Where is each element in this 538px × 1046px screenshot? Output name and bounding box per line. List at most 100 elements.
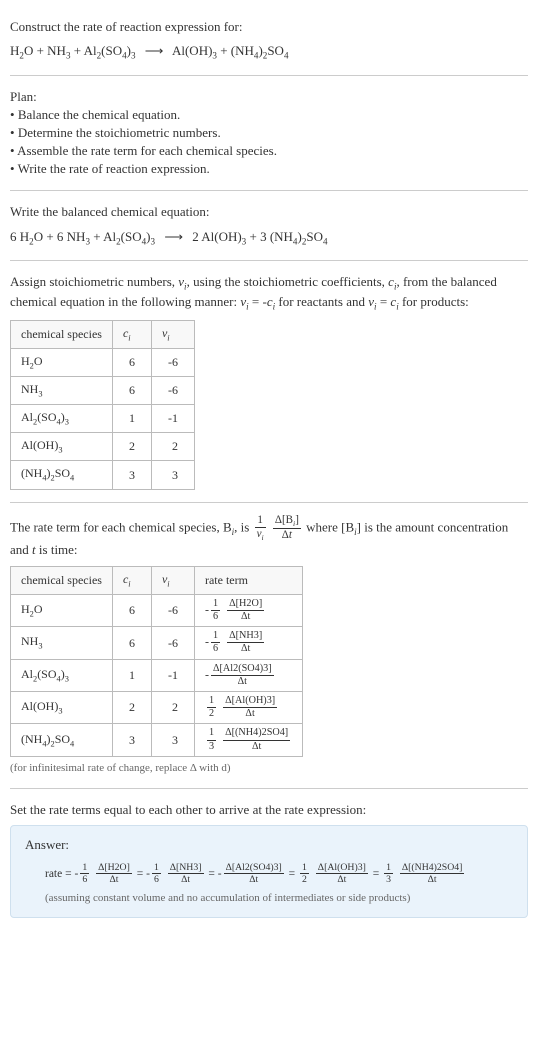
col-header: νi [151, 320, 194, 348]
divider [10, 788, 528, 789]
sign: - [218, 868, 222, 880]
c-cell: 1 [112, 659, 151, 691]
table-row: H2O6-6 [11, 348, 195, 376]
v-cell: -6 [151, 348, 194, 376]
col-header: rate term [194, 566, 302, 594]
c-cell: 6 [112, 627, 151, 659]
col-header: chemical species [11, 320, 113, 348]
answer-box: Answer: rate = -16 Δ[H2O]Δt = -16 Δ[NH3]… [10, 825, 528, 917]
plan-step: Assemble the rate term for each chemical… [10, 142, 528, 160]
rate-cell: 13 Δ[(NH4)2SO4]Δt [194, 724, 302, 756]
balanced-label: Write the balanced chemical equation: [10, 203, 528, 221]
c-cell: 6 [112, 594, 151, 626]
v-cell: 2 [151, 433, 194, 461]
rateterm-intro: The rate term for each chemical species,… [10, 515, 528, 560]
species-cell: NH3 [11, 627, 113, 659]
unbalanced-equation: H2O + NH3 + Al2(SO4)3 ⟶ Al(OH)3 + (NH4)2… [10, 42, 528, 62]
rate-expression: rate = -16 Δ[H2O]Δt = -16 Δ[NH3]Δt = -Δ[… [25, 863, 513, 886]
table-row: NH3 6 -6 -16 Δ[NH3]Δt [11, 627, 303, 659]
rateterm-footnote: (for infinitesimal rate of change, repla… [10, 761, 528, 776]
v-cell: -6 [151, 627, 194, 659]
sign: - [205, 667, 209, 681]
table-row: NH36-6 [11, 376, 195, 404]
plan-block: Plan: Balance the chemical equation. Det… [10, 80, 528, 187]
species-cell: Al(OH)3 [11, 692, 113, 724]
stoich-intro: Assign stoichiometric numbers, νi, using… [10, 273, 528, 314]
species-cell: (NH4)2SO4 [11, 461, 113, 489]
rate-prefix: rate = [45, 868, 74, 880]
coeff: 6 [10, 229, 17, 244]
arrow-icon: ⟶ [164, 228, 183, 246]
v-cell: -1 [151, 659, 194, 691]
fraction: Δ[Bi]Δt [273, 515, 301, 542]
sign: - [74, 868, 78, 880]
plan-step: Determine the stoichiometric numbers. [10, 124, 528, 142]
rateterm-block: The rate term for each chemical species,… [10, 507, 528, 785]
species-cell: Al2(SO4)3 [11, 405, 113, 433]
plan-list: Balance the chemical equation. Determine… [10, 106, 528, 179]
arrow-icon: ⟶ [145, 42, 164, 60]
text: , using the stoichiometric coefficients, [187, 274, 389, 289]
rate-cell: -Δ[Al2(SO4)3]Δt [194, 659, 302, 691]
table-row: Al(OH)322 [11, 433, 195, 461]
species-cell: Al2(SO4)3 [11, 659, 113, 691]
species-cell: H2O [11, 348, 113, 376]
fraction: 1νi [255, 515, 266, 542]
text: Assign stoichiometric numbers, [10, 274, 178, 289]
rate-cell: -16 Δ[NH3]Δt [194, 627, 302, 659]
v-cell: 2 [151, 692, 194, 724]
c-cell: 6 [112, 348, 151, 376]
table-row: (NH4)2SO433 [11, 461, 195, 489]
divider [10, 502, 528, 503]
sign: - [205, 635, 209, 649]
table-row: (NH4)2SO4 3 3 13 Δ[(NH4)2SO4]Δt [11, 724, 303, 756]
col-header: chemical species [11, 566, 113, 594]
question-prompt: Construct the rate of reaction expressio… [10, 18, 528, 36]
text: , is [234, 519, 252, 534]
species-cell: H2O [11, 594, 113, 626]
rateterm-table: chemical species ci νi rate term H2O 6 -… [10, 566, 303, 757]
v-cell: -1 [151, 405, 194, 433]
text: for products: [399, 294, 469, 309]
rate-cell: -16 Δ[H2O]Δt [194, 594, 302, 626]
table-row: Al(OH)3 2 2 12 Δ[Al(OH)3]Δt [11, 692, 303, 724]
balanced-equation: 6 H2O + 6 NH3 + Al2(SO4)3 ⟶ 2 Al(OH)3 + … [10, 228, 528, 248]
sign: - [205, 602, 209, 616]
answer-title: Answer: [25, 836, 513, 854]
divider [10, 260, 528, 261]
coeff: 2 [192, 229, 199, 244]
table-row: Al2(SO4)3 1 -1 -Δ[Al2(SO4)3]Δt [11, 659, 303, 691]
v-cell: 3 [151, 724, 194, 756]
rate-cell: 12 Δ[Al(OH)3]Δt [194, 692, 302, 724]
table-header-row: chemical species ci νi [11, 320, 195, 348]
coeff: 6 [57, 229, 64, 244]
v-cell: -6 [151, 376, 194, 404]
species-cell: NH3 [11, 376, 113, 404]
answer-note: (assuming constant volume and no accumul… [25, 891, 513, 906]
sign: - [146, 868, 150, 880]
divider [10, 190, 528, 191]
coeff: 3 [260, 229, 267, 244]
text: is time: [36, 542, 78, 557]
species-cell: (NH4)2SO4 [11, 724, 113, 756]
col-header: ci [112, 566, 151, 594]
table-header-row: chemical species ci νi rate term [11, 566, 303, 594]
v-cell: -6 [151, 594, 194, 626]
final-label: Set the rate terms equal to each other t… [10, 801, 528, 819]
c-cell: 2 [112, 433, 151, 461]
c-cell: 6 [112, 376, 151, 404]
c-cell: 1 [112, 405, 151, 433]
stoich-block: Assign stoichiometric numbers, νi , using… [10, 265, 528, 498]
col-header: ci [112, 320, 151, 348]
text: The rate term for each chemical species,… [10, 519, 232, 534]
table-row: Al2(SO4)31-1 [11, 405, 195, 433]
text: where [B [306, 519, 354, 534]
plan-title: Plan: [10, 88, 528, 106]
balanced-block: Write the balanced chemical equation: 6 … [10, 195, 528, 256]
plan-step: Write the rate of reaction expression. [10, 160, 528, 178]
c-cell: 3 [112, 461, 151, 489]
divider [10, 75, 528, 76]
table-row: H2O 6 -6 -16 Δ[H2O]Δt [11, 594, 303, 626]
col-header: νi [151, 566, 194, 594]
final-block: Set the rate terms equal to each other t… [10, 793, 528, 925]
